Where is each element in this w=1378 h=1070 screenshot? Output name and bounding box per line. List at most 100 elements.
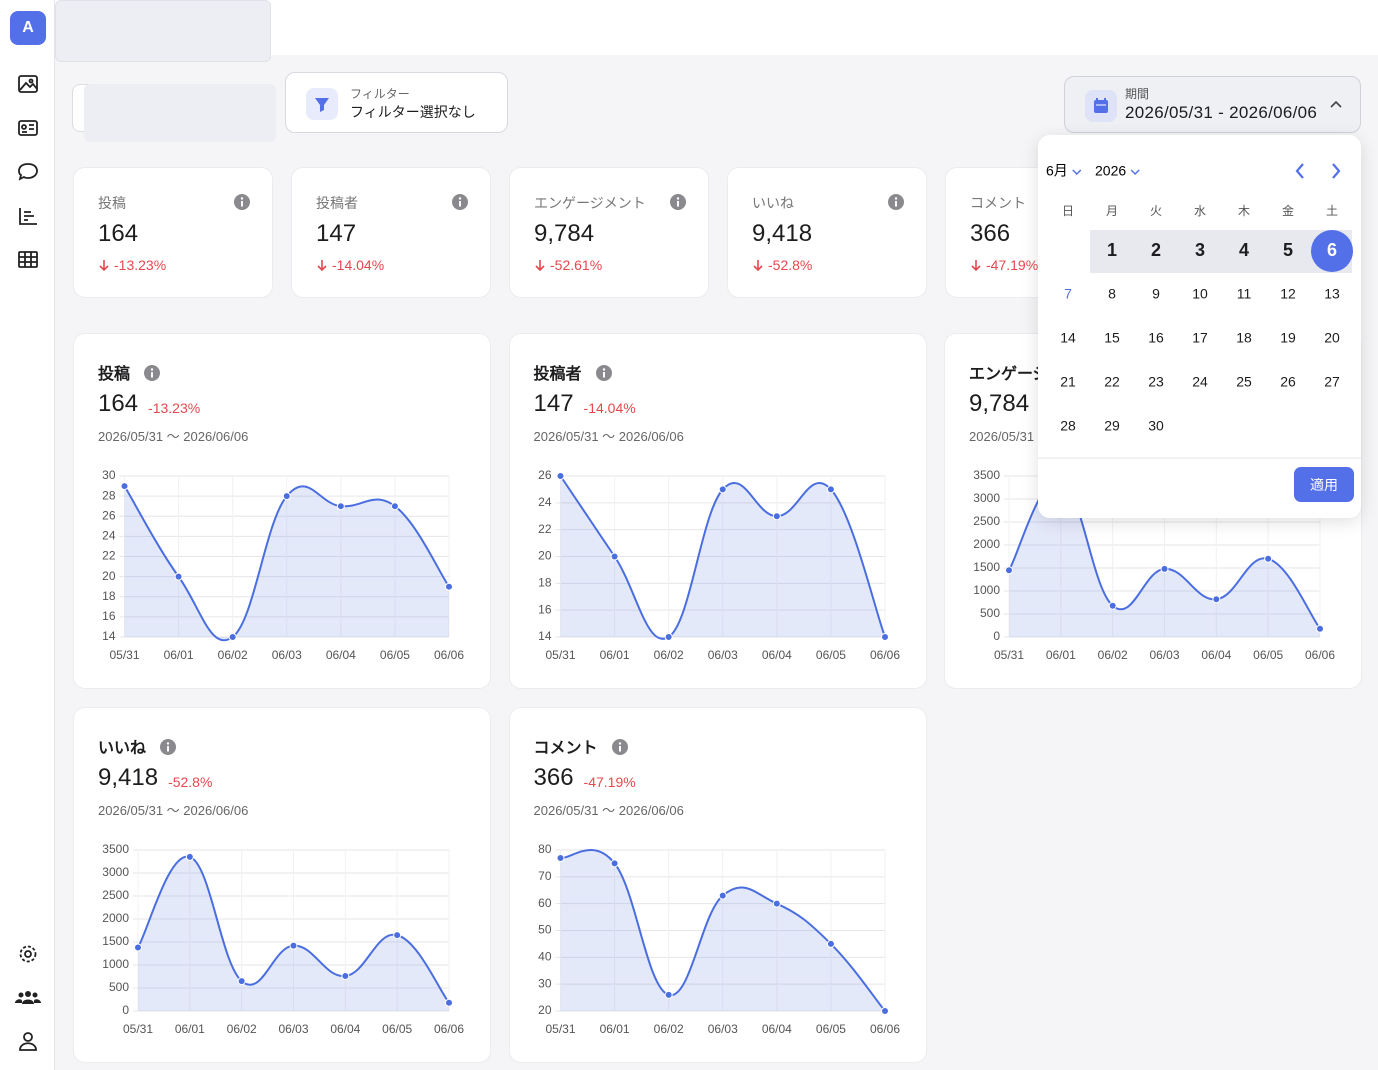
day[interactable]: 9 xyxy=(1152,286,1160,302)
kpi-value: 9,784 xyxy=(534,220,595,247)
day[interactable]: 30 xyxy=(1148,418,1164,434)
weekday: 火 xyxy=(1150,204,1162,218)
day[interactable]: 19 xyxy=(1280,330,1296,346)
day[interactable]: 7 xyxy=(1064,286,1072,302)
day[interactable]: 16 xyxy=(1148,330,1164,346)
day[interactable]: 18 xyxy=(1236,330,1252,346)
day[interactable]: 25 xyxy=(1236,374,1252,390)
logo[interactable]: A xyxy=(10,11,46,45)
year-chevron xyxy=(1130,169,1140,176)
nav-user[interactable] xyxy=(19,1032,37,1051)
x-tick-label: 06/06 xyxy=(434,1022,464,1036)
period-button[interactable]: 期間 2026/05/31 - 2026/06/06 xyxy=(1064,76,1361,133)
day[interactable]: 8 xyxy=(1108,286,1116,302)
nav-settings[interactable] xyxy=(19,945,37,963)
x-tick-label: 06/02 xyxy=(653,648,683,662)
area xyxy=(138,856,449,1011)
prev-month[interactable] xyxy=(1295,163,1304,179)
x-tick-label: 06/03 xyxy=(272,648,302,662)
y-tick-label: 24 xyxy=(102,529,116,543)
day[interactable]: 15 xyxy=(1104,330,1120,346)
top-bar xyxy=(55,0,1378,62)
y-tick-label: 2000 xyxy=(102,911,129,925)
day[interactable]: 5 xyxy=(1283,240,1293,260)
nav-image[interactable] xyxy=(18,75,38,93)
info-icon[interactable] xyxy=(888,194,904,210)
period-label: 期間 xyxy=(1125,87,1150,101)
y-tick-label: 14 xyxy=(102,629,116,643)
point xyxy=(880,633,889,641)
day[interactable]: 1 xyxy=(1107,240,1117,260)
info-stem xyxy=(618,746,621,752)
y-tick-label: 1000 xyxy=(973,583,1000,597)
info-icon[interactable] xyxy=(160,739,177,755)
info-icon[interactable] xyxy=(595,365,612,381)
weekday: 月 xyxy=(1106,204,1118,218)
day[interactable]: 14 xyxy=(1060,330,1076,346)
info-dot xyxy=(894,197,898,200)
day[interactable]: 4 xyxy=(1239,240,1249,260)
day[interactable]: 11 xyxy=(1237,286,1252,302)
y-tick-label: 60 xyxy=(538,896,552,910)
apply-button[interactable]: 適用 xyxy=(1294,467,1354,502)
nav-team[interactable] xyxy=(15,991,41,1004)
kpi-value: 366 xyxy=(970,220,1011,247)
kpi-value: 147 xyxy=(316,220,357,247)
x-tick-label: 06/05 xyxy=(1253,648,1283,662)
x-tick-label: 06/04 xyxy=(326,648,356,662)
nav-comment[interactable] xyxy=(18,163,38,181)
calendar-popup: 6月 2026 日月火水木金土 1 2 3 4 5 6 7 8 9 10 11 12 13 14 15 16 17 18… xyxy=(1038,135,1361,518)
x-tick-label: 06/05 xyxy=(382,1022,412,1036)
day[interactable]: 23 xyxy=(1148,374,1164,390)
filter-button[interactable]: フィルター フィルター選択なし xyxy=(285,72,508,133)
chart-change: -47.19% xyxy=(583,774,636,790)
calendar-month[interactable]: 6月 xyxy=(1046,163,1068,179)
chart-total: 366 xyxy=(533,764,574,791)
nav-profile[interactable] xyxy=(18,120,38,136)
info-icon[interactable] xyxy=(611,739,628,755)
y-tick-label: 18 xyxy=(538,576,552,590)
y-tick-label: 3500 xyxy=(102,842,129,856)
day[interactable]: 6 xyxy=(1327,240,1337,260)
kpi-change: -52.8% xyxy=(768,257,813,273)
day[interactable]: 22 xyxy=(1104,374,1120,390)
day[interactable]: 12 xyxy=(1280,286,1296,302)
arrow-path xyxy=(535,260,545,271)
day[interactable]: 26 xyxy=(1280,374,1296,390)
day[interactable]: 13 xyxy=(1324,286,1340,302)
x-tick-label: 06/03 xyxy=(1149,648,1179,662)
info-stem xyxy=(459,201,461,207)
chart-card: 投稿 164 -13.23% 2026/05/31 〜 2026/06/06 14 16 1… xyxy=(73,333,491,689)
y-tick-label: 50 xyxy=(538,923,552,937)
chart-title: いいね xyxy=(98,740,147,757)
filter-label: フィルター xyxy=(350,87,410,101)
info-icon[interactable] xyxy=(452,194,468,210)
kpi-title: 投稿者 xyxy=(316,195,358,211)
calendar-year[interactable]: 2026 xyxy=(1095,163,1126,179)
chart-date-range: 2026/05/31 〜 2026/06/06 xyxy=(533,803,684,818)
nav-table[interactable] xyxy=(18,251,38,268)
info-icon[interactable] xyxy=(234,194,250,210)
chart-plot: 20 30 40 50 60 70 80 05/31 06/01 06/02 06/03 06/04 0… xyxy=(538,842,900,1036)
point xyxy=(237,977,246,986)
down-arrow xyxy=(99,260,109,271)
point xyxy=(289,941,298,950)
day[interactable]: 17 xyxy=(1192,330,1208,346)
info-icon[interactable] xyxy=(144,365,161,381)
day[interactable]: 29 xyxy=(1104,418,1120,434)
nav-chart[interactable] xyxy=(19,208,37,225)
day[interactable]: 3 xyxy=(1195,240,1205,260)
day[interactable]: 20 xyxy=(1324,330,1340,346)
y-tick-label: 40 xyxy=(538,950,552,964)
next-month[interactable] xyxy=(1332,163,1341,179)
info-icon[interactable] xyxy=(670,194,686,210)
y-tick-label: 16 xyxy=(102,609,116,623)
day[interactable]: 28 xyxy=(1060,418,1076,434)
point xyxy=(1108,601,1117,610)
day[interactable]: 24 xyxy=(1192,374,1208,390)
day[interactable]: 21 xyxy=(1060,374,1076,390)
day[interactable]: 10 xyxy=(1192,286,1208,302)
day[interactable]: 2 xyxy=(1151,240,1161,260)
day[interactable]: 27 xyxy=(1324,374,1340,390)
